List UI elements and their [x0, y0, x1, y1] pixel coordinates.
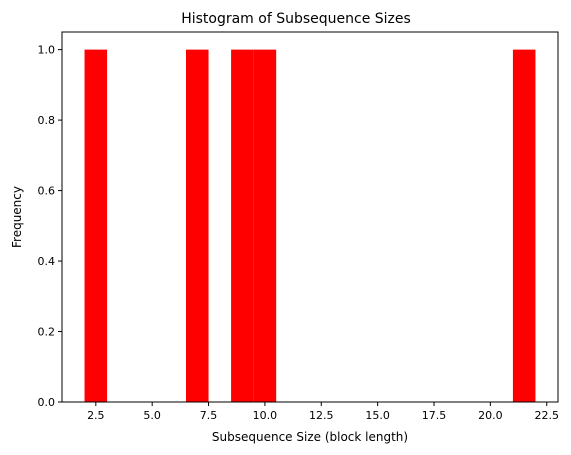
histogram-bar-4 — [512, 49, 536, 402]
y-axis-label: Frequency — [10, 186, 24, 248]
histogram-bar-1 — [186, 49, 209, 402]
x-tick-label: 17.5 — [422, 409, 447, 422]
y-axis-ticks: 0.0 0.2 0.4 0.6 0.8 1.0 — [38, 44, 62, 409]
y-tick-label: 0.2 — [38, 326, 56, 339]
x-axis-ticks: 2.5 5.0 7.5 10.0 12.5 15.0 17.5 20.0 22.5 — [87, 402, 559, 422]
histogram-bar-3 — [253, 49, 277, 402]
y-tick-label: 1.0 — [38, 44, 56, 57]
x-axis-label: Subsequence Size (block length) — [212, 430, 408, 444]
y-tick-label: 0.0 — [38, 396, 56, 409]
bars-layer — [84, 49, 536, 402]
x-tick-label: 20.0 — [478, 409, 503, 422]
x-tick-label: 15.0 — [365, 409, 390, 422]
histogram-bar-2 — [231, 49, 254, 402]
x-tick-label: 12.5 — [309, 409, 334, 422]
x-tick-label: 5.0 — [143, 409, 161, 422]
histogram-bar-0 — [84, 49, 108, 402]
y-tick-label: 0.4 — [38, 255, 56, 268]
y-tick-label: 0.6 — [38, 185, 56, 198]
x-tick-label: 7.5 — [200, 409, 218, 422]
x-tick-label: 22.5 — [534, 409, 559, 422]
chart-title: Histogram of Subsequence Sizes — [181, 11, 411, 27]
plot-area-frame — [61, 31, 559, 403]
x-tick-label: 10.0 — [253, 409, 278, 422]
x-tick-label: 2.5 — [87, 409, 105, 422]
y-tick-label: 0.8 — [38, 114, 56, 127]
